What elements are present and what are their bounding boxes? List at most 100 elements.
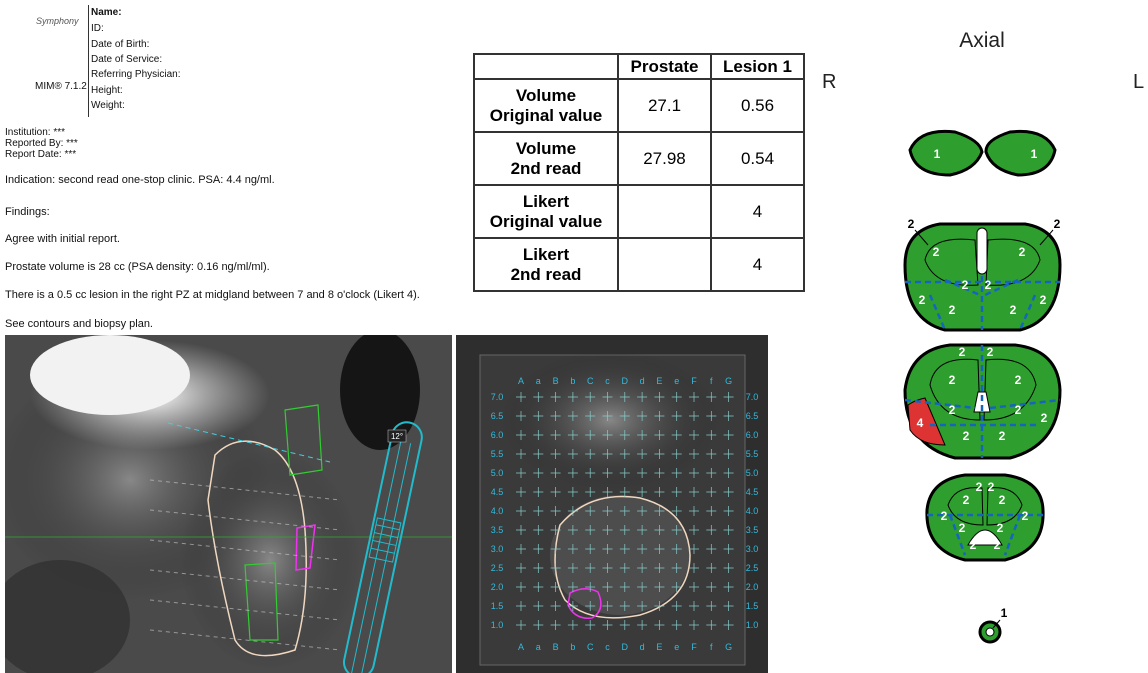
grid-row-label: 2.5: [491, 563, 504, 573]
grid-cross: [724, 487, 734, 497]
grid-cross: [620, 487, 630, 497]
row-label-line: Likert: [475, 192, 617, 212]
row-label-line: 2nd read: [475, 265, 617, 285]
field-label: Date of Service:: [91, 54, 162, 65]
zone-label: 2: [1022, 509, 1029, 523]
grid-cross: [706, 468, 716, 478]
grid-cross: [568, 468, 578, 478]
grid-cross: [654, 525, 664, 535]
zone-label: 2: [949, 373, 956, 387]
version: MIM® 7.1.2: [35, 81, 87, 92]
grid-cross: [672, 601, 682, 611]
zone-label: 2: [919, 293, 926, 307]
grid-cross: [637, 506, 647, 516]
field-label: ID:: [91, 23, 104, 34]
grid-cross: [689, 506, 699, 516]
grid-row-label: 6.5: [491, 411, 504, 421]
grid-cross: [689, 601, 699, 611]
page: Symphony MIM® 7.1.2 Name:ID:Date of Birt…: [0, 0, 1148, 673]
grid-cross: [620, 544, 630, 554]
grid-cross: [603, 506, 613, 516]
value-cell: 0.54: [711, 132, 804, 185]
grid-cross: [689, 525, 699, 535]
grid-cross: [516, 563, 526, 573]
grid-cross: [533, 582, 543, 592]
grid-row-label: 6.0: [746, 430, 759, 440]
grid-cross: [637, 563, 647, 573]
grid-column-label: e: [674, 376, 679, 386]
paragraph: Agree with initial report.: [5, 233, 120, 245]
grid-cross: [551, 620, 561, 630]
grid-cross: [603, 487, 613, 497]
grid-row-label: 4.0: [491, 506, 504, 516]
grid-row-label: 4.5: [746, 487, 759, 497]
grid-cross: [516, 506, 526, 516]
grid-cross: [654, 582, 664, 592]
grid-row-label: 5.0: [491, 468, 504, 478]
grid-cross: [620, 525, 630, 535]
grid-row-label: 7.0: [491, 392, 504, 402]
grid-column-label: G: [725, 376, 732, 386]
grid-cross: [689, 544, 699, 554]
corner-cell: [474, 54, 618, 79]
grid-cross: [551, 430, 561, 440]
grid-column-label: c: [605, 376, 610, 386]
field-label: Weight:: [91, 100, 125, 111]
zone-label: 2: [933, 245, 940, 259]
grid-cross: [654, 620, 664, 630]
grid-cross: [706, 392, 716, 402]
grid-cross: [516, 430, 526, 440]
paragraph: Indication: second read one-stop clinic.…: [5, 174, 275, 186]
right-label: R: [822, 71, 836, 93]
grid-cross: [533, 544, 543, 554]
grid-cross: [533, 449, 543, 459]
grid-cross: [568, 411, 578, 421]
field-label: Referring Physician:: [91, 69, 180, 80]
grid-cross: [637, 430, 647, 440]
grid-column-label: C: [587, 376, 594, 386]
grid-cross: [585, 468, 595, 478]
grid-cross: [585, 563, 595, 573]
grid-cross: [603, 411, 613, 421]
grid-cross: [689, 487, 699, 497]
row-label-line: Likert: [475, 245, 617, 265]
grid-cross: [533, 506, 543, 516]
paragraph: See contours and biopsy plan.: [5, 318, 153, 330]
grid-row-label: 3.0: [491, 544, 504, 554]
grid-cross: [724, 582, 734, 592]
grid-cross: [724, 468, 734, 478]
grid-cross: [603, 563, 613, 573]
row-label-line: Volume: [475, 86, 617, 106]
grid-cross: [620, 468, 630, 478]
field-label: Name:: [91, 7, 122, 18]
grid-cross: [620, 392, 630, 402]
grid-cross: [637, 449, 647, 459]
grid-cross: [551, 563, 561, 573]
grid-row-label: 4.5: [491, 487, 504, 497]
grid-cross: [706, 601, 716, 611]
grid-cross: [706, 544, 716, 554]
grid-cross: [637, 392, 647, 402]
grid-cross: [637, 601, 647, 611]
zone-label: 2: [1019, 245, 1026, 259]
grid-column-label: b: [570, 376, 575, 386]
grid-cross: [620, 582, 630, 592]
zone-label: 2: [963, 493, 970, 507]
grid-cross: [533, 430, 543, 440]
zone-label: 2: [1054, 217, 1061, 231]
value-cell: 27.1: [618, 79, 711, 132]
grid-row-label: 5.0: [746, 468, 759, 478]
grid-row-label: 1.5: [491, 601, 504, 611]
grid-cross: [585, 582, 595, 592]
grid-cross: [603, 525, 613, 535]
angle-label: 12°: [391, 432, 403, 441]
grid-cross: [654, 449, 664, 459]
grid-cross: [706, 411, 716, 421]
grid-row-label: 2.0: [746, 582, 759, 592]
grid-column-label: A: [518, 642, 524, 652]
grid-column-label: E: [656, 642, 662, 652]
grid-cross: [672, 449, 682, 459]
